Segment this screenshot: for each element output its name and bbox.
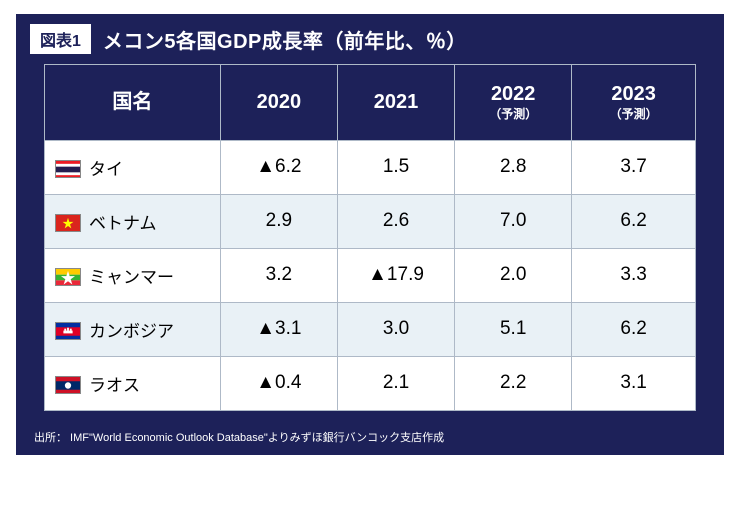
- value-cell: 3.2: [220, 248, 337, 302]
- gdp-table: 国名202020212022（予測）2023（予測） タイ▲6.21.52.83…: [44, 64, 696, 411]
- title-bar: 図表1 メコン5各国GDP成長率（前年比、％）: [16, 14, 724, 64]
- value-cell: 1.5: [337, 140, 454, 194]
- col-header-0: 国名: [45, 65, 221, 141]
- col-header-2: 2021: [337, 65, 454, 141]
- laos-flag-icon: [55, 376, 81, 394]
- table-wrapper: 国名202020212022（予測）2023（予測） タイ▲6.21.52.83…: [16, 64, 724, 429]
- value-cell: ▲0.4: [220, 356, 337, 410]
- country-cell: ミャンマー: [45, 248, 221, 302]
- col-header-1: 2020: [220, 65, 337, 141]
- value-cell: 3.3: [572, 248, 696, 302]
- value-cell: 5.1: [455, 302, 572, 356]
- value-cell: 2.9: [220, 194, 337, 248]
- country-cell: ベトナム: [45, 194, 221, 248]
- value-cell: ▲3.1: [220, 302, 337, 356]
- table-body: タイ▲6.21.52.83.7ベトナム2.92.67.06.2ミャンマー3.2▲…: [45, 140, 696, 410]
- figure-badge: 図表1: [30, 24, 91, 54]
- country-cell: タイ: [45, 140, 221, 194]
- country-name: カンボジア: [89, 322, 174, 341]
- myanmar-flag-icon: [55, 268, 81, 286]
- source-note: 出所： IMF"World Economic Outlook Database"…: [16, 429, 724, 455]
- figure-title: メコン5各国GDP成長率（前年比、％）: [103, 25, 467, 54]
- value-cell: 3.7: [572, 140, 696, 194]
- cambodia-flag-icon: [55, 322, 81, 340]
- table-row: ベトナム 2.92.67.06.2: [45, 194, 696, 248]
- value-cell: ▲17.9: [337, 248, 454, 302]
- table-row: カンボジア ▲3.13.05.16.2: [45, 302, 696, 356]
- table-row: ラオス ▲0.42.12.23.1: [45, 356, 696, 410]
- country-cell: カンボジア: [45, 302, 221, 356]
- value-cell: 6.2: [572, 302, 696, 356]
- country-cell: ラオス: [45, 356, 221, 410]
- value-cell: 2.2: [455, 356, 572, 410]
- table-head: 国名202020212022（予測）2023（予測）: [45, 65, 696, 141]
- value-cell: 6.2: [572, 194, 696, 248]
- value-cell: 2.0: [455, 248, 572, 302]
- value-cell: ▲6.2: [220, 140, 337, 194]
- col-header-4: 2023（予測）: [572, 65, 696, 141]
- country-name: ベトナム: [89, 214, 157, 233]
- value-cell: 3.0: [337, 302, 454, 356]
- header-row: 国名202020212022（予測）2023（予測）: [45, 65, 696, 141]
- value-cell: 3.1: [572, 356, 696, 410]
- value-cell: 2.1: [337, 356, 454, 410]
- value-cell: 2.8: [455, 140, 572, 194]
- country-name: ラオス: [89, 376, 140, 395]
- table-row: ミャンマー 3.2▲17.92.03.3: [45, 248, 696, 302]
- country-name: タイ: [89, 160, 123, 179]
- country-name: ミャンマー: [89, 268, 174, 287]
- thailand-flag-icon: [55, 160, 81, 178]
- col-header-3: 2022（予測）: [455, 65, 572, 141]
- figure-card: 図表1 メコン5各国GDP成長率（前年比、％） 国名202020212022（予…: [16, 14, 724, 455]
- table-row: タイ ▲6.21.52.83.7: [45, 140, 696, 194]
- vietnam-flag-icon: [55, 214, 81, 232]
- value-cell: 2.6: [337, 194, 454, 248]
- value-cell: 7.0: [455, 194, 572, 248]
